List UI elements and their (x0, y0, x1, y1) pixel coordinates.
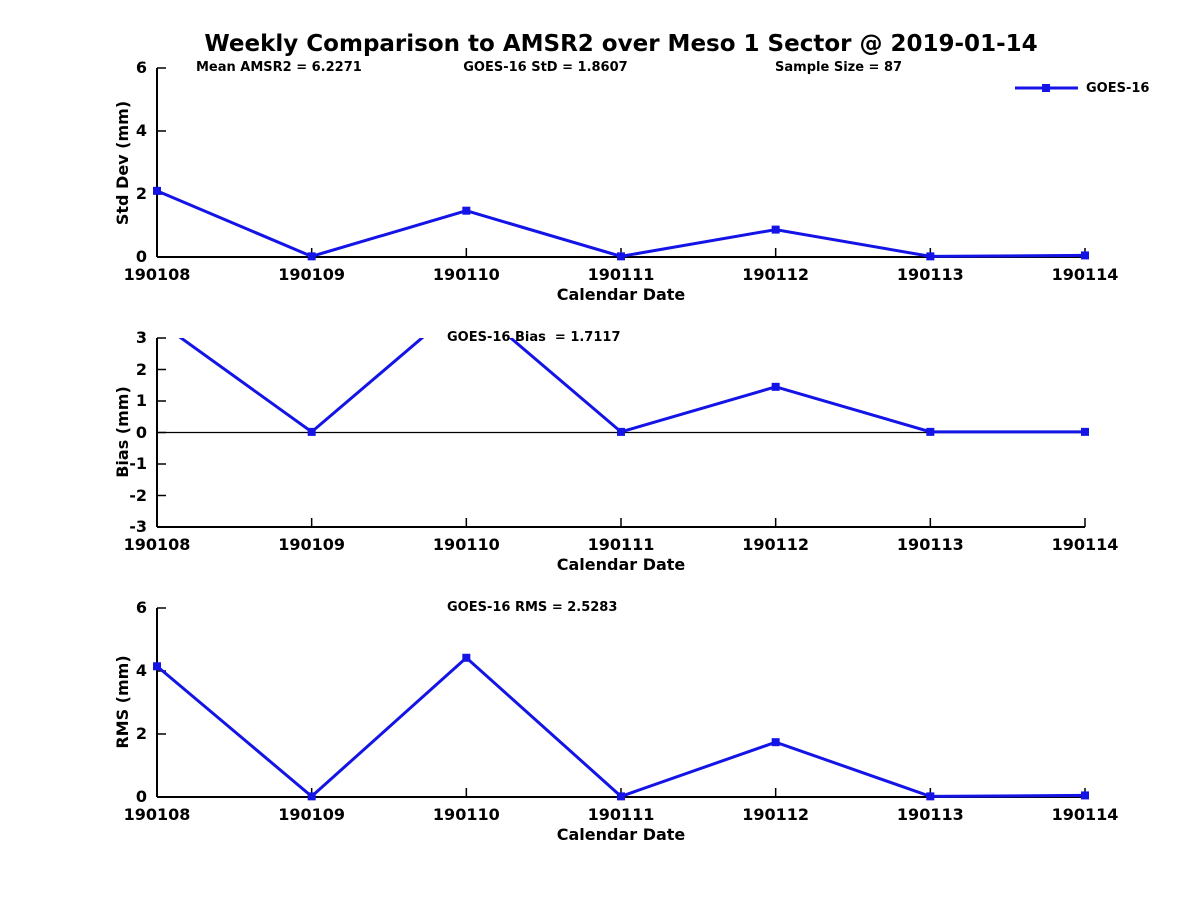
chart-title: Weekly Comparison to AMSR2 over Meso 1 S… (204, 31, 1038, 57)
